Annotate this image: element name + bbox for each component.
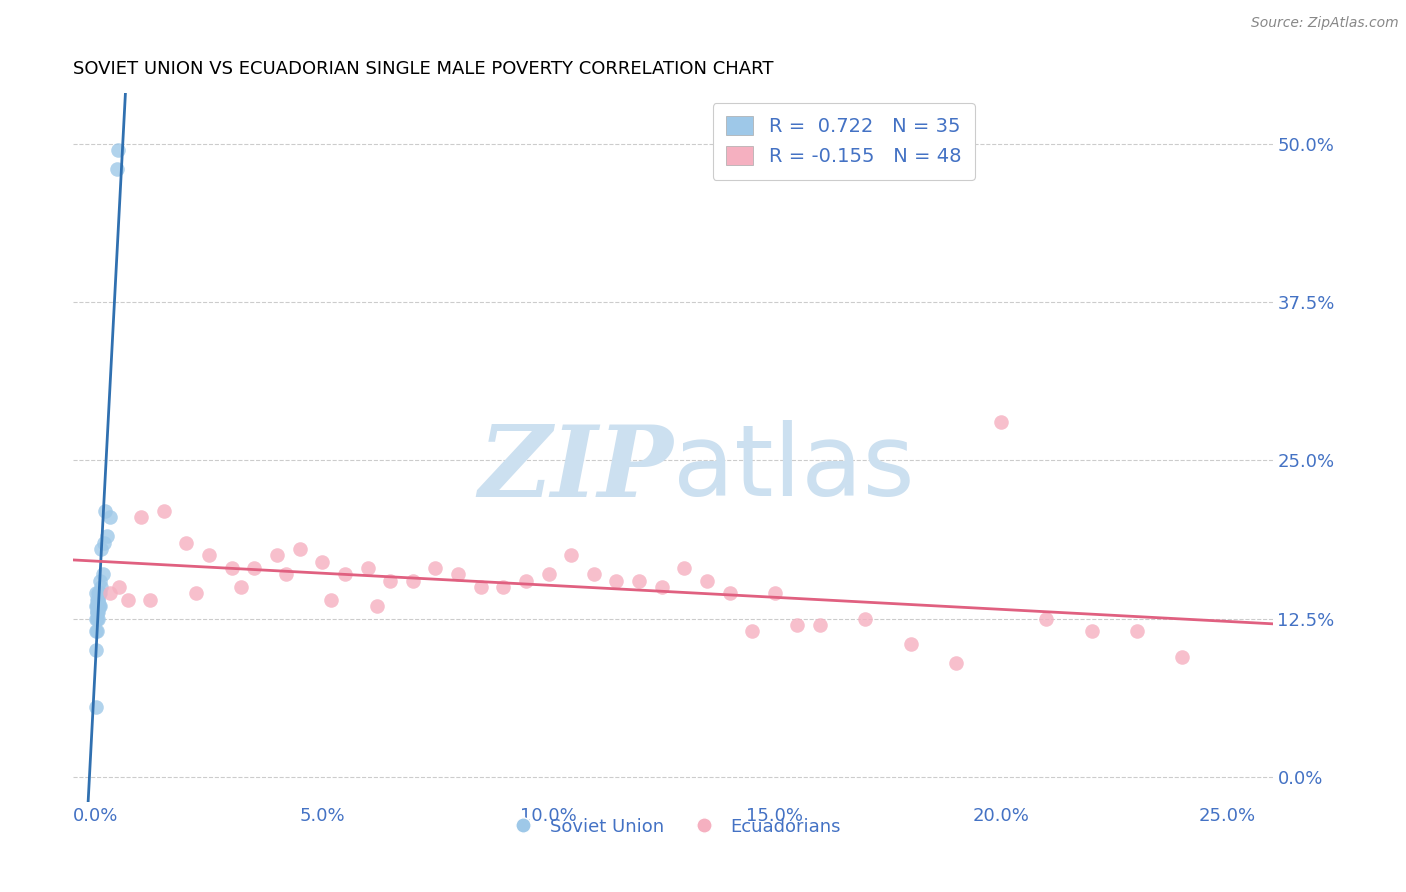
Point: [89, 586, 111, 600]
Point: [98, 586, 121, 600]
Point: [741, 624, 763, 639]
Point: [89, 580, 111, 594]
Point: [425, 561, 447, 575]
Point: [86, 612, 108, 626]
Text: ZIP: ZIP: [478, 421, 673, 517]
Point: [560, 549, 582, 563]
Point: [96, 529, 118, 543]
Point: [605, 574, 627, 588]
Point: [853, 612, 876, 626]
Point: [1171, 649, 1194, 664]
Point: [333, 567, 356, 582]
Point: [366, 599, 388, 613]
Point: [198, 549, 221, 563]
Point: [94, 504, 117, 518]
Point: [89, 599, 111, 613]
Point: [87, 586, 110, 600]
Point: [808, 618, 831, 632]
Point: [221, 561, 243, 575]
Point: [990, 415, 1012, 429]
Point: [266, 549, 288, 563]
Point: [321, 592, 343, 607]
Point: [86, 605, 108, 619]
Point: [87, 612, 110, 626]
Point: [89, 586, 111, 600]
Point: [87, 592, 110, 607]
Point: [786, 618, 808, 632]
Point: [582, 567, 605, 582]
Point: [945, 656, 967, 670]
Point: [139, 592, 162, 607]
Point: [105, 161, 128, 176]
Text: atlas: atlas: [673, 420, 914, 517]
Point: [86, 599, 108, 613]
Point: [184, 586, 207, 600]
Text: SOVIET UNION VS ECUADORIAN SINGLE MALE POVERTY CORRELATION CHART: SOVIET UNION VS ECUADORIAN SINGLE MALE P…: [73, 60, 773, 78]
Point: [87, 605, 110, 619]
Point: [537, 567, 560, 582]
Point: [89, 574, 111, 588]
Point: [673, 561, 696, 575]
Point: [515, 574, 537, 588]
Point: [447, 567, 470, 582]
Point: [492, 580, 515, 594]
Point: [107, 143, 129, 157]
Legend: Soviet Union, Ecuadorians: Soviet Union, Ecuadorians: [498, 811, 848, 843]
Point: [89, 599, 111, 613]
Point: [1080, 624, 1102, 639]
Point: [288, 541, 311, 556]
Point: [93, 535, 115, 549]
Text: Source: ZipAtlas.com: Source: ZipAtlas.com: [1251, 16, 1399, 30]
Point: [153, 504, 176, 518]
Point: [86, 605, 108, 619]
Point: [87, 592, 110, 607]
Point: [696, 574, 718, 588]
Point: [176, 535, 198, 549]
Point: [86, 599, 108, 613]
Point: [900, 637, 922, 651]
Point: [87, 599, 110, 613]
Point: [117, 592, 139, 607]
Point: [311, 555, 333, 569]
Point: [91, 567, 114, 582]
Point: [274, 567, 297, 582]
Point: [243, 561, 266, 575]
Point: [90, 541, 112, 556]
Point: [87, 599, 110, 613]
Point: [86, 624, 108, 639]
Point: [86, 592, 108, 607]
Point: [763, 586, 786, 600]
Point: [98, 510, 121, 524]
Point: [1126, 624, 1149, 639]
Point: [651, 580, 673, 594]
Point: [627, 574, 650, 588]
Point: [107, 580, 129, 594]
Point: [229, 580, 252, 594]
Point: [718, 586, 741, 600]
Point: [1035, 612, 1057, 626]
Point: [402, 574, 425, 588]
Point: [86, 599, 108, 613]
Point: [129, 510, 152, 524]
Point: [86, 700, 108, 714]
Point: [378, 574, 401, 588]
Point: [470, 580, 492, 594]
Point: [86, 643, 108, 657]
Point: [86, 612, 108, 626]
Point: [87, 586, 110, 600]
Point: [356, 561, 378, 575]
Point: [86, 586, 108, 600]
Point: [86, 624, 108, 639]
